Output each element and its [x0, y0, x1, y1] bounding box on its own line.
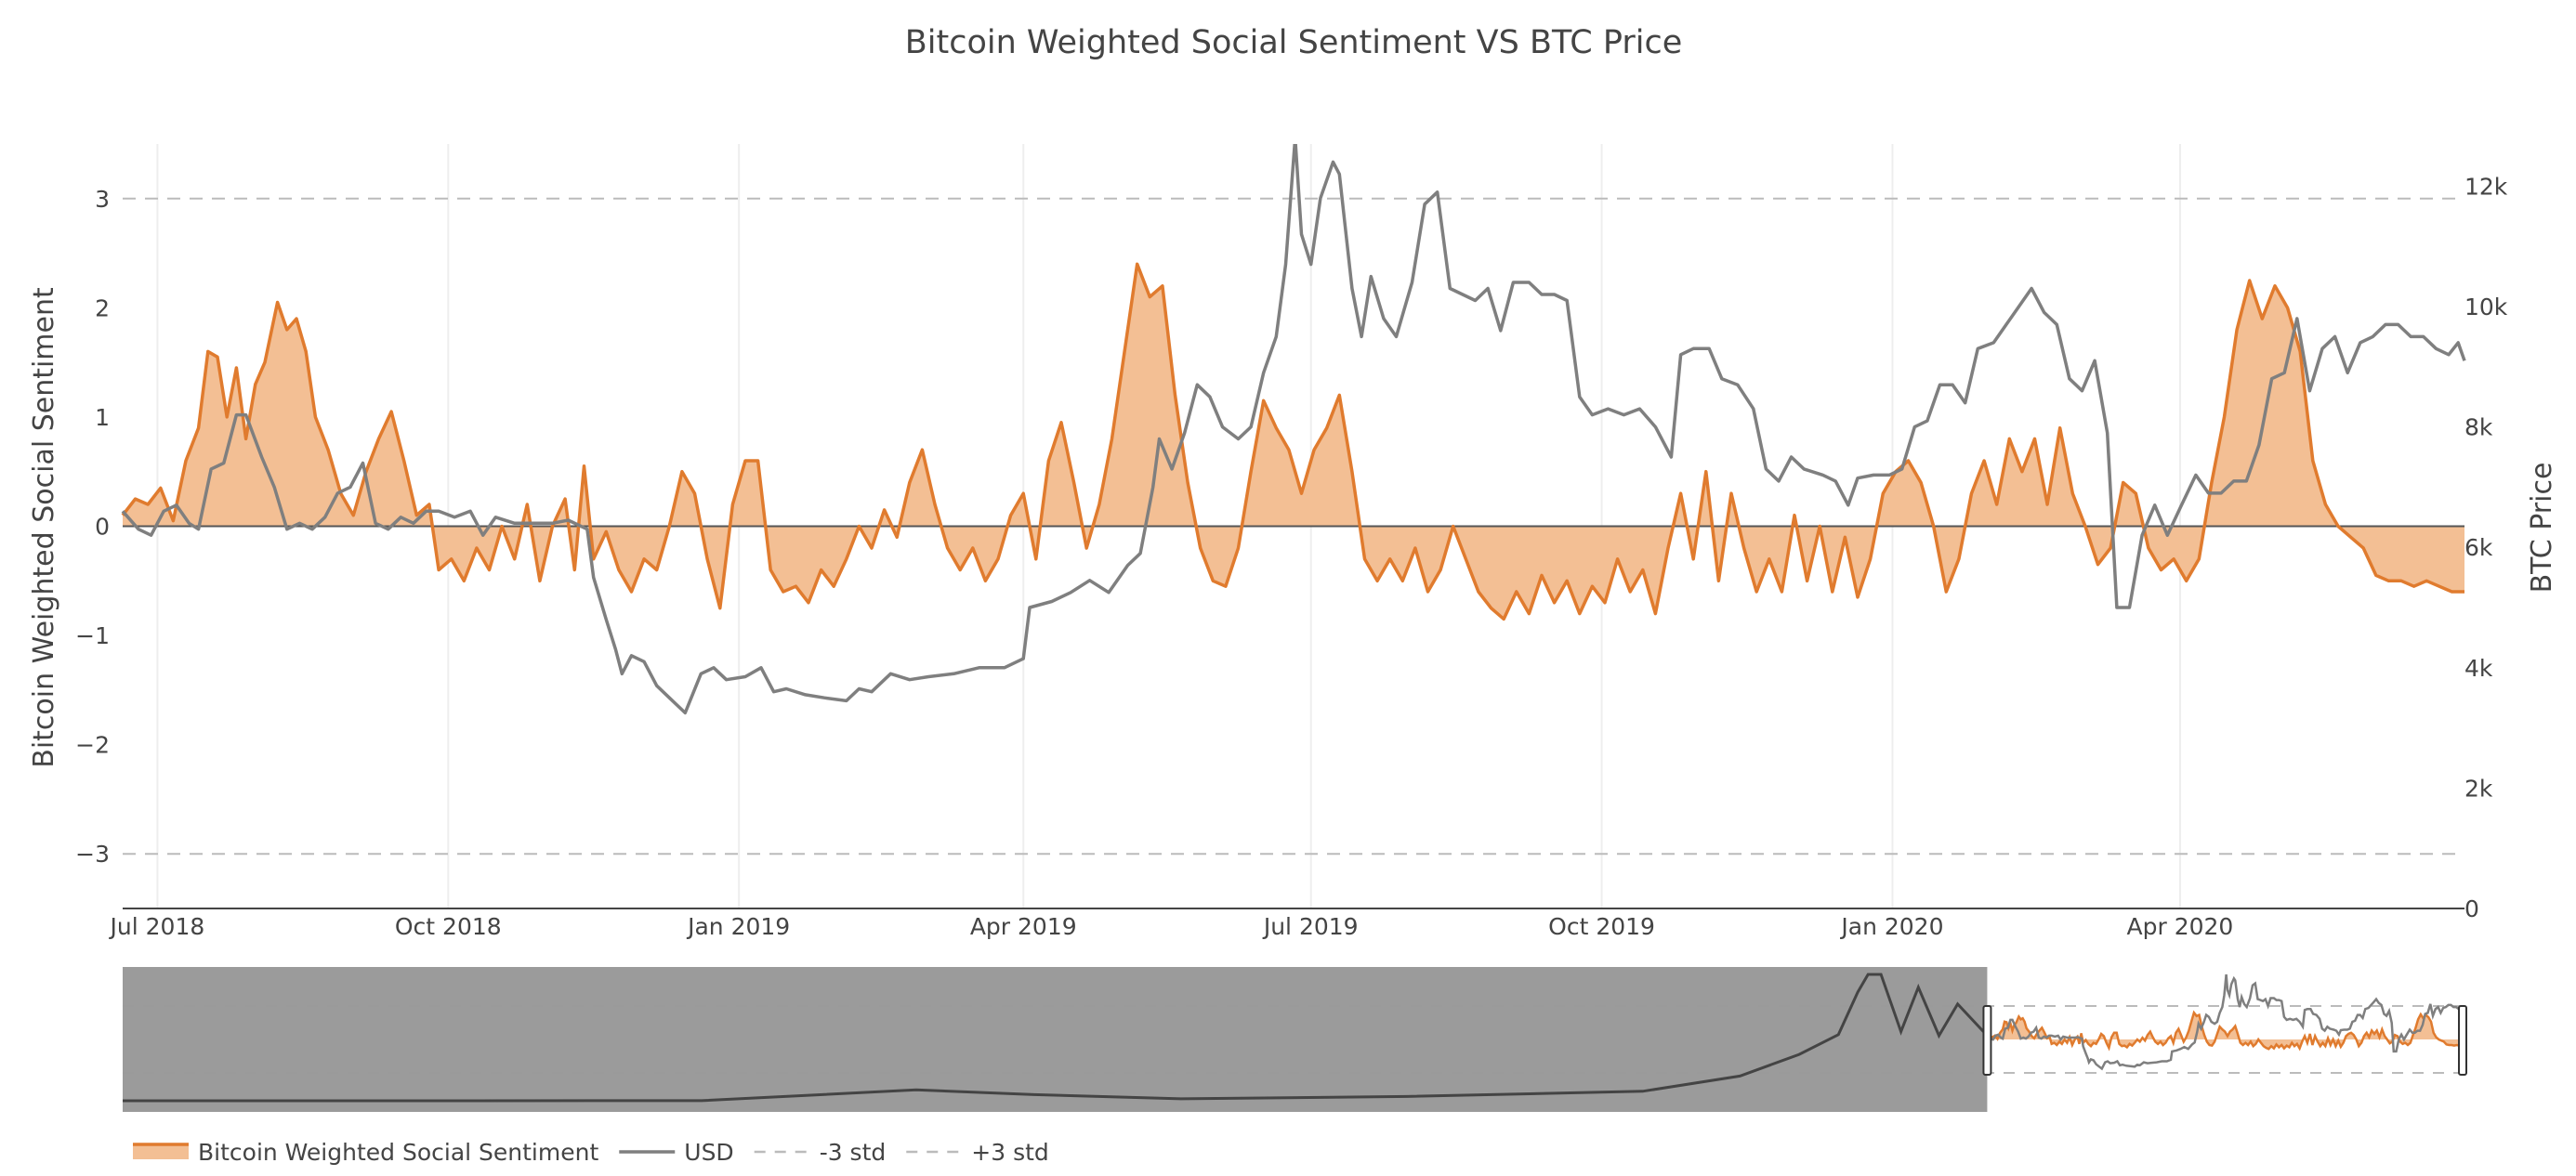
legend: Bitcoin Weighted Social Sentiment USD -3 s…: [133, 1139, 1049, 1166]
legend-label-2: -3 std: [820, 1139, 887, 1166]
std-lines: [123, 197, 2464, 856]
y-tick-label-5: −2: [75, 732, 110, 759]
y2-tick-label-2: 8k: [2464, 414, 2493, 441]
y-tick-label-1: 2: [95, 294, 110, 321]
usd-line: [121, 144, 2466, 715]
legend-label-1: USD: [684, 1139, 733, 1166]
y-tick-label-6: −3: [75, 841, 110, 868]
sentiment-line: [121, 262, 2464, 621]
slider-usd-line: [123, 973, 2464, 1103]
x-tick-label-6: Jan 2020: [1839, 913, 1943, 940]
chart-title: Bitcoin Weighted Social Sentiment VS BTC…: [905, 24, 1682, 61]
x-tick-label-7: Apr 2020: [2127, 913, 2234, 940]
range-slider[interactable]: [123, 967, 2467, 1112]
legend-item-0: Bitcoin Weighted Social Sentiment: [133, 1139, 598, 1166]
slider-history-line: [123, 973, 1989, 1103]
slider-sentiment-line: [1986, 1010, 2464, 1052]
usd-series: [121, 144, 2466, 715]
x-tick-label-5: Oct 2019: [1548, 913, 1655, 940]
y2-axis-title: BTC Price: [2526, 463, 2558, 594]
legend-label-0: Bitcoin Weighted Social Sentiment: [198, 1139, 598, 1166]
legend-swatch-area: [133, 1144, 189, 1159]
y2-tick-label-6: 0: [2464, 895, 2479, 922]
axes: Jul 2018 Oct 2018 Jan 2019 Apr 2019 Jul 2019…: [75, 173, 2508, 940]
x-tick-label-2: Jan 2019: [686, 913, 790, 940]
slider-mask-left: [123, 967, 1988, 1112]
y-tick-label-3: 0: [95, 514, 110, 541]
x-tick-label-1: Oct 2018: [395, 913, 502, 940]
slider-right-handle[interactable]: [2458, 1005, 2467, 1076]
y2-tick-label-5: 2k: [2464, 775, 2493, 802]
x-tick-label-4: Jul 2019: [1262, 913, 1359, 940]
y2-tick-label-0: 12k: [2464, 173, 2508, 200]
x-tick-label-0: Jul 2018: [109, 913, 205, 940]
y-tick-label-0: 3: [95, 186, 110, 213]
legend-item-1: USD: [619, 1139, 734, 1166]
y2-tick-label-3: 6k: [2464, 534, 2493, 561]
legend-item-3: +3 std: [906, 1139, 1049, 1166]
y2-tick-label-1: 10k: [2464, 294, 2508, 320]
y-tick-label-4: −1: [75, 622, 110, 649]
legend-item-2: -3 std: [754, 1139, 887, 1166]
y-tick-label-2: 1: [95, 404, 110, 431]
x-tick-label-3: Apr 2019: [970, 913, 1077, 940]
legend-label-3: +3 std: [971, 1139, 1049, 1166]
y-axis-title: Bitcoin Weighted Social Sentiment: [28, 287, 60, 768]
sentiment-series: [121, 262, 2464, 621]
y2-tick-label-4: 4k: [2464, 655, 2493, 682]
sentiment-area: [123, 264, 2464, 620]
slider-left-handle[interactable]: [1982, 1005, 1992, 1076]
